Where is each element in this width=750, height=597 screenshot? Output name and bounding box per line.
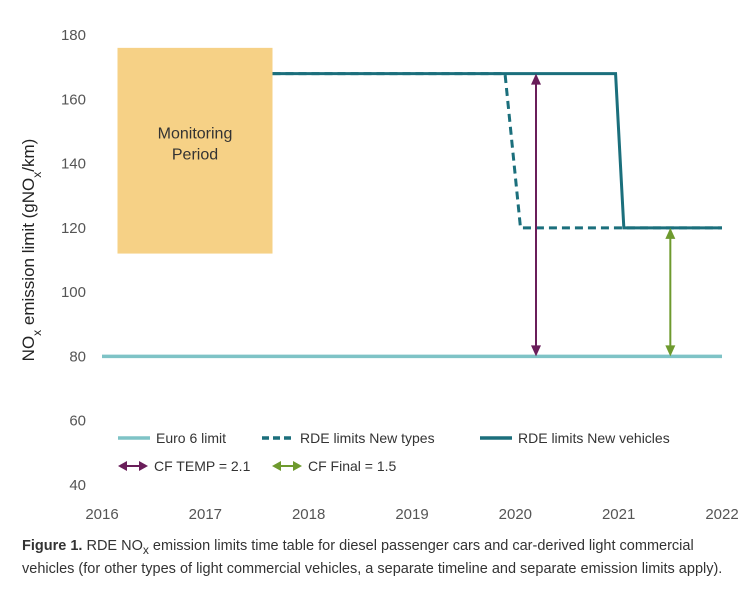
arrow-cf-final-1-5-head-top [665, 227, 676, 239]
series-line-rde-limits-new-types [272, 72, 722, 230]
monitoring-period-rect [117, 47, 273, 254]
legend-euro-6-limit-label: Euro 6 limit [156, 430, 226, 446]
x-tick-labels: 2016 2017 2018 2019 2020 2021 2022 [85, 506, 738, 523]
caption-text-1: RDE NO [82, 538, 143, 554]
chart: Monitoring Period 40 60 80 100 120 140 160 180 2… [19, 27, 739, 523]
y-axis-label-part: NO [19, 336, 38, 362]
y-tick-label: 100 [61, 284, 86, 301]
x-tick-label: 2020 [499, 506, 532, 523]
caption-subscript: x [142, 542, 149, 557]
series-layer [102, 72, 722, 359]
x-tick-label: 2021 [602, 506, 635, 523]
arrow-cf-temp-2-1-head-bottom [531, 345, 541, 357]
legend-rde-limits-new-types-label: RDE limits New types [300, 430, 435, 446]
arrow-cf-temp-2-1-head-top [531, 73, 541, 85]
y-tick-label: 160 [61, 91, 86, 108]
monitoring-period-label-line: Monitoring [158, 126, 233, 143]
x-tick-label: 2017 [189, 506, 222, 523]
y-tick-label: 80 [69, 348, 86, 365]
y-tick-label: 140 [61, 156, 86, 173]
legend-cf-final-1-5-swatch-head-left [272, 461, 281, 471]
monitoring-period-box: Monitoring Period [117, 47, 273, 254]
y-tick-labels: 40 60 80 100 120 140 160 180 [61, 27, 86, 494]
y-tick-label: 60 [69, 413, 86, 430]
caption-text-2: emission limits time table for diesel pa… [22, 538, 723, 577]
x-tick-label: 2016 [85, 506, 118, 523]
y-axis-label: NOx emission limit (gNOx/km) [19, 139, 44, 362]
x-tick-label: 2019 [395, 506, 428, 523]
legend-cf-temp-2-1-swatch-head-left [118, 461, 127, 471]
arrow-cf-final-1-5-head-bottom [665, 345, 676, 357]
y-axis-label-part: emission limit (gNO [19, 178, 38, 330]
y-tick-label: 40 [69, 477, 86, 494]
y-axis-label-subscript: x [30, 172, 44, 178]
x-tick-label: 2018 [292, 506, 325, 523]
series-line-rde-limits-new-vehicles [272, 72, 722, 230]
legend-cf-final-1-5-swatch-head-right [293, 461, 302, 471]
y-axis-label-part: /km) [19, 139, 38, 172]
y-axis-label-subscript: x [30, 330, 44, 336]
y-tick-label: 180 [61, 27, 86, 44]
legend: Euro 6 limit RDE limits New types RDE limi… [118, 430, 670, 474]
legend-rde-limits-new-vehicles-label: RDE limits New vehicles [518, 430, 670, 446]
y-tick-label: 120 [61, 220, 86, 237]
legend-cf-temp-2-1-label: CF TEMP = 2.1 [154, 458, 251, 474]
arrow-layer [531, 73, 676, 357]
legend-cf-final-1-5-label: CF Final = 1.5 [308, 458, 397, 474]
figure-caption: Figure 1. RDE NOx emission limits time t… [22, 537, 732, 579]
x-tick-label: 2022 [705, 506, 738, 523]
legend-cf-temp-2-1-swatch-head-right [139, 461, 148, 471]
caption-label: Figure 1. [22, 538, 83, 554]
monitoring-period-label-line: Period [172, 147, 218, 164]
